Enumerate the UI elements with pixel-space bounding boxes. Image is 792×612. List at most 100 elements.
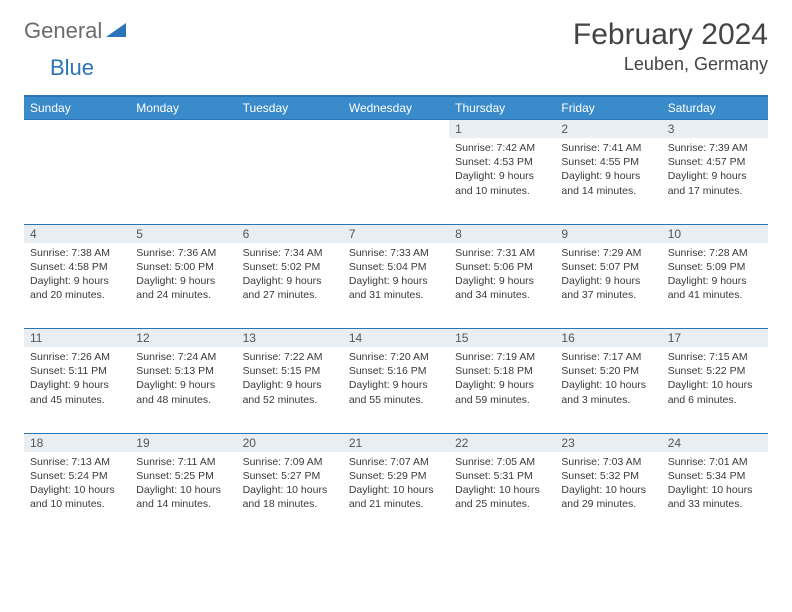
day-number: 6 (237, 225, 343, 243)
day-details: Sunrise: 7:11 AMSunset: 5:25 PMDaylight:… (130, 452, 236, 518)
day-header: Tuesday (237, 96, 343, 120)
day-content-cell: Sunrise: 7:33 AMSunset: 5:04 PMDaylight:… (343, 243, 449, 329)
day-number: 7 (343, 225, 449, 243)
day-details: Sunrise: 7:34 AMSunset: 5:02 PMDaylight:… (237, 243, 343, 309)
day-number: 21 (343, 434, 449, 452)
day-header-row: SundayMondayTuesdayWednesdayThursdayFrid… (24, 96, 768, 120)
day-content-cell: Sunrise: 7:15 AMSunset: 5:22 PMDaylight:… (662, 347, 768, 433)
day-content-cell (130, 138, 236, 224)
day-content-cell: Sunrise: 7:01 AMSunset: 5:34 PMDaylight:… (662, 452, 768, 538)
day-number-cell: 11 (24, 329, 130, 348)
day-header: Sunday (24, 96, 130, 120)
logo: General (24, 18, 128, 44)
day-number-cell: 10 (662, 224, 768, 243)
day-content-cell (237, 138, 343, 224)
day-number: 14 (343, 329, 449, 347)
day-details: Sunrise: 7:07 AMSunset: 5:29 PMDaylight:… (343, 452, 449, 518)
day-number-cell (343, 120, 449, 139)
day-number: 17 (662, 329, 768, 347)
day-number: 22 (449, 434, 555, 452)
title-block: February 2024 Leuben, Germany (573, 18, 768, 75)
day-details: Sunrise: 7:17 AMSunset: 5:20 PMDaylight:… (555, 347, 661, 413)
day-content-cell: Sunrise: 7:17 AMSunset: 5:20 PMDaylight:… (555, 347, 661, 433)
day-content-cell: Sunrise: 7:24 AMSunset: 5:13 PMDaylight:… (130, 347, 236, 433)
day-details: Sunrise: 7:33 AMSunset: 5:04 PMDaylight:… (343, 243, 449, 309)
location-label: Leuben, Germany (573, 54, 768, 75)
day-number-cell: 3 (662, 120, 768, 139)
day-number: 13 (237, 329, 343, 347)
day-content-cell: Sunrise: 7:07 AMSunset: 5:29 PMDaylight:… (343, 452, 449, 538)
month-title: February 2024 (573, 18, 768, 52)
day-number-cell: 9 (555, 224, 661, 243)
day-number: 11 (24, 329, 130, 347)
day-details: Sunrise: 7:05 AMSunset: 5:31 PMDaylight:… (449, 452, 555, 518)
day-number: 16 (555, 329, 661, 347)
day-number-cell: 5 (130, 224, 236, 243)
day-number-cell: 7 (343, 224, 449, 243)
day-details: Sunrise: 7:31 AMSunset: 5:06 PMDaylight:… (449, 243, 555, 309)
day-number-cell: 21 (343, 433, 449, 452)
day-number-cell: 20 (237, 433, 343, 452)
day-content-cell (343, 138, 449, 224)
day-content-cell: Sunrise: 7:36 AMSunset: 5:00 PMDaylight:… (130, 243, 236, 329)
day-content-cell: Sunrise: 7:09 AMSunset: 5:27 PMDaylight:… (237, 452, 343, 538)
day-details: Sunrise: 7:22 AMSunset: 5:15 PMDaylight:… (237, 347, 343, 413)
day-number: 5 (130, 225, 236, 243)
day-details: Sunrise: 7:20 AMSunset: 5:16 PMDaylight:… (343, 347, 449, 413)
day-content-cell: Sunrise: 7:34 AMSunset: 5:02 PMDaylight:… (237, 243, 343, 329)
day-content-cell: Sunrise: 7:39 AMSunset: 4:57 PMDaylight:… (662, 138, 768, 224)
day-number-cell: 8 (449, 224, 555, 243)
day-details: Sunrise: 7:29 AMSunset: 5:07 PMDaylight:… (555, 243, 661, 309)
day-content-cell: Sunrise: 7:20 AMSunset: 5:16 PMDaylight:… (343, 347, 449, 433)
day-number: 9 (555, 225, 661, 243)
day-number: 24 (662, 434, 768, 452)
day-number: 1 (449, 120, 555, 138)
day-details: Sunrise: 7:24 AMSunset: 5:13 PMDaylight:… (130, 347, 236, 413)
day-content-cell: Sunrise: 7:41 AMSunset: 4:55 PMDaylight:… (555, 138, 661, 224)
day-content-cell: Sunrise: 7:26 AMSunset: 5:11 PMDaylight:… (24, 347, 130, 433)
day-number: 8 (449, 225, 555, 243)
day-content-cell: Sunrise: 7:28 AMSunset: 5:09 PMDaylight:… (662, 243, 768, 329)
day-number-cell (24, 120, 130, 139)
day-number: 19 (130, 434, 236, 452)
day-number-cell: 6 (237, 224, 343, 243)
day-number: 18 (24, 434, 130, 452)
day-number-cell: 23 (555, 433, 661, 452)
day-details: Sunrise: 7:42 AMSunset: 4:53 PMDaylight:… (449, 138, 555, 204)
day-number: 10 (662, 225, 768, 243)
day-header: Friday (555, 96, 661, 120)
day-header: Thursday (449, 96, 555, 120)
logo-text-2: Blue (50, 55, 94, 80)
day-details: Sunrise: 7:19 AMSunset: 5:18 PMDaylight:… (449, 347, 555, 413)
day-number-cell: 16 (555, 329, 661, 348)
day-content-cell: Sunrise: 7:13 AMSunset: 5:24 PMDaylight:… (24, 452, 130, 538)
logo-triangle-icon (106, 21, 126, 42)
day-number-cell (130, 120, 236, 139)
day-content-cell: Sunrise: 7:19 AMSunset: 5:18 PMDaylight:… (449, 347, 555, 433)
day-number-cell: 4 (24, 224, 130, 243)
day-content-cell (24, 138, 130, 224)
day-number: 12 (130, 329, 236, 347)
day-details: Sunrise: 7:36 AMSunset: 5:00 PMDaylight:… (130, 243, 236, 309)
day-content-cell: Sunrise: 7:31 AMSunset: 5:06 PMDaylight:… (449, 243, 555, 329)
day-details: Sunrise: 7:26 AMSunset: 5:11 PMDaylight:… (24, 347, 130, 413)
day-number: 15 (449, 329, 555, 347)
day-number: 3 (662, 120, 768, 138)
day-details: Sunrise: 7:38 AMSunset: 4:58 PMDaylight:… (24, 243, 130, 309)
day-number-cell: 15 (449, 329, 555, 348)
logo-text-1: General (24, 18, 102, 44)
day-number: 2 (555, 120, 661, 138)
day-content-cell: Sunrise: 7:42 AMSunset: 4:53 PMDaylight:… (449, 138, 555, 224)
day-details: Sunrise: 7:41 AMSunset: 4:55 PMDaylight:… (555, 138, 661, 204)
day-number-cell: 24 (662, 433, 768, 452)
day-content-cell: Sunrise: 7:05 AMSunset: 5:31 PMDaylight:… (449, 452, 555, 538)
day-number-cell: 17 (662, 329, 768, 348)
day-header: Monday (130, 96, 236, 120)
day-number-cell: 1 (449, 120, 555, 139)
day-details: Sunrise: 7:39 AMSunset: 4:57 PMDaylight:… (662, 138, 768, 204)
day-number-cell (237, 120, 343, 139)
day-content-cell: Sunrise: 7:29 AMSunset: 5:07 PMDaylight:… (555, 243, 661, 329)
calendar-table: SundayMondayTuesdayWednesdayThursdayFrid… (24, 95, 768, 538)
day-number: 23 (555, 434, 661, 452)
day-number: 20 (237, 434, 343, 452)
